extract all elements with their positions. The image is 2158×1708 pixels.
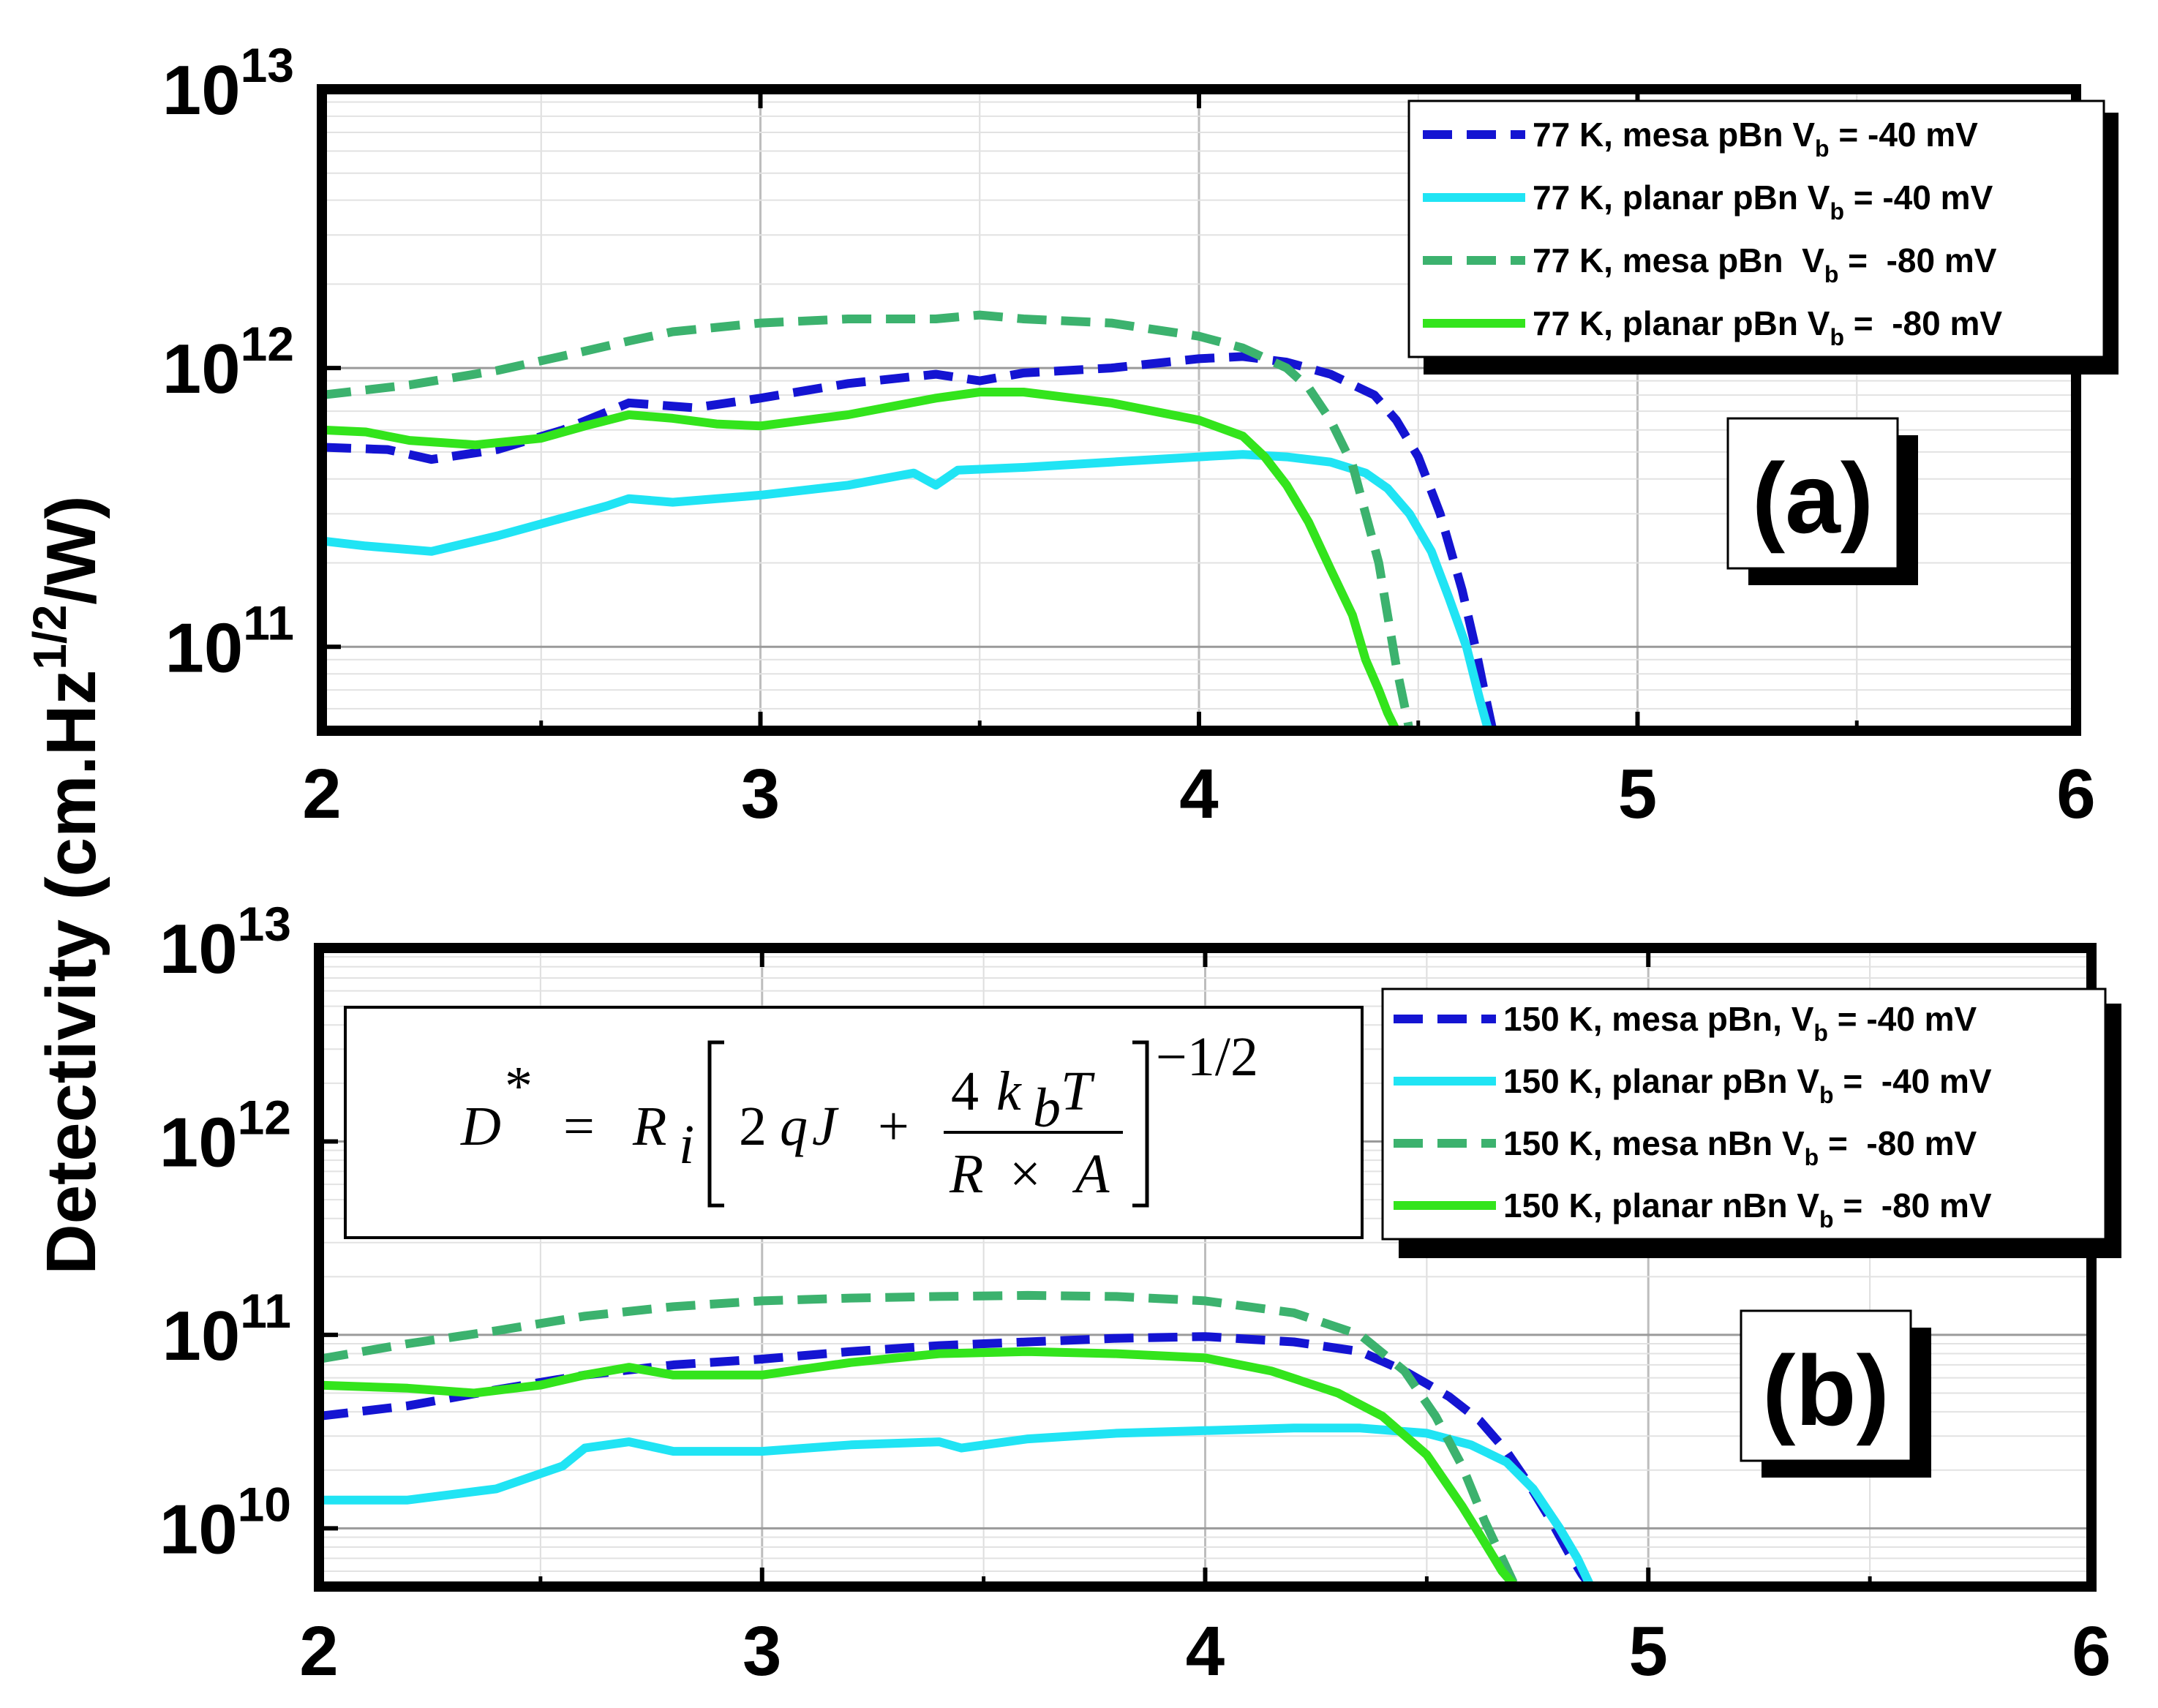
x-tick-label-a-0: 2: [302, 755, 341, 833]
legend-b-label-2: 150 K, mesa nBn Vb = -80 mV: [1503, 1124, 1977, 1170]
panel-a: 2 3 4 5 6 1013 1012 1011 77 K, mesa pBn Vb = -4…: [162, 38, 2118, 833]
y-tick-label-a-1: 1012: [162, 317, 294, 408]
equation-equals: =: [563, 1096, 595, 1157]
legend-a-item-3: 77 K, planar pBn Vb = -80 mV: [1423, 304, 2002, 350]
panel-label-a-text: (a): [1752, 443, 1873, 554]
equation-den-times: ×: [1010, 1143, 1041, 1205]
equation-den-a: A: [1072, 1143, 1110, 1205]
legend-a-item-2: 77 K, mesa pBn Vb = -80 mV: [1423, 241, 1997, 287]
legend-b-item-1: 150 K, planar pBn Vb = -40 mV: [1394, 1062, 1992, 1108]
panel-label-b-text: (b): [1762, 1335, 1890, 1446]
equation-num-t: T: [1061, 1061, 1095, 1122]
y-tick-label-a-2: 1011: [165, 595, 294, 687]
series-group-a: [321, 310, 1497, 733]
ticks-a: 2 3 4 5 6 1013 1012 1011: [162, 38, 2096, 833]
equation-exponent: −1/2: [1156, 1026, 1258, 1088]
series-group-b: [317, 1290, 1595, 1590]
x-tick-label-a-1: 3: [741, 755, 780, 833]
legend-b: 150 K, mesa pBn, Vb = -40 mV 150 K, plan…: [1381, 987, 2121, 1258]
legend-a-item-0: 77 K, mesa pBn Vb = -40 mV: [1423, 116, 1978, 162]
legend-a-label-1: 77 K, planar pBn Vb = -40 mV: [1533, 178, 1993, 225]
legend-b-item-0: 150 K, mesa pBn, Vb = -40 mV: [1394, 1000, 1977, 1046]
series-line-a-3: [321, 388, 1401, 733]
x-tick-label-b-1: 3: [742, 1612, 781, 1690]
panel-b: 2 3 4 5 6 1013 1012 1011 1010 D * = R i 2 q J + …: [159, 897, 2121, 1690]
equation-num-k: k: [996, 1061, 1022, 1122]
x-tick-label-a-2: 4: [1179, 755, 1218, 833]
x-tick-label-a-3: 5: [1618, 755, 1657, 833]
right-bracket: [1132, 1040, 1149, 1208]
equation-r: R: [632, 1096, 666, 1157]
series-line-b-1: [319, 1423, 1595, 1589]
series-line-b-2: [317, 1290, 1519, 1589]
x-tick-label-b-3: 5: [1629, 1612, 1668, 1690]
legend-b-label-3: 150 K, planar nBn Vb = -80 mV: [1503, 1186, 1992, 1233]
y-tick-label-b-2: 1011: [162, 1284, 291, 1375]
y-tick-label-b-1: 1012: [159, 1090, 291, 1181]
equation-j: J: [812, 1096, 839, 1157]
legend-a-item-1: 77 K, planar pBn Vb = -40 mV: [1423, 178, 1993, 225]
y-tick-label-b-0: 1013: [159, 897, 291, 988]
equation-star: *: [505, 1056, 533, 1117]
equation-q: q: [780, 1096, 808, 1157]
legend-a-label-0: 77 K, mesa pBn Vb = -40 mV: [1533, 116, 1978, 162]
equation-two: 2: [739, 1096, 767, 1157]
equation-d: D: [460, 1096, 501, 1157]
ticks-b: 2 3 4 5 6 1013 1012 1011 1010: [159, 897, 2111, 1690]
equation-den-r: R: [949, 1143, 983, 1205]
legend-b-label-1: 150 K, planar pBn Vb = -40 mV: [1503, 1062, 1992, 1108]
left-bracket: [707, 1040, 724, 1208]
panel-label-b: (b): [1740, 1309, 1931, 1478]
x-tick-label-b-0: 2: [299, 1612, 338, 1690]
y-axis-label: Detectivity (cm.Hz1/2/W): [23, 495, 110, 1274]
equation-num-b: b: [1033, 1077, 1061, 1139]
legend-a: 77 K, mesa pBn Vb = -40 mV 77 K, planar …: [1407, 99, 2118, 375]
equation-r-sub: i: [679, 1114, 694, 1175]
legend-b-item-2: 150 K, mesa nBn Vb = -80 mV: [1394, 1124, 1977, 1170]
equation-plus: +: [878, 1096, 909, 1157]
panel-label-a: (a): [1726, 417, 1918, 585]
y-tick-label-b-3: 1010: [159, 1477, 291, 1568]
x-tick-label-b-4: 6: [2072, 1612, 2110, 1690]
x-tick-label-a-4: 6: [2056, 755, 2095, 833]
equation-num-4: 4: [951, 1061, 979, 1122]
legend-a-label-2: 77 K, mesa pBn Vb = -80 mV: [1533, 241, 1997, 287]
legend-b-label-0: 150 K, mesa pBn, Vb = -40 mV: [1503, 1000, 1977, 1046]
series-line-a-2: [321, 310, 1414, 732]
legend-a-label-3: 77 K, planar pBn Vb = -80 mV: [1533, 304, 2002, 350]
x-tick-label-b-2: 4: [1186, 1612, 1225, 1690]
equation-box: D * = R i 2 q J + 4 k b T R × A −1/2: [344, 1006, 1364, 1239]
series-line-b-3: [318, 1347, 1519, 1590]
legend-b-item-3: 150 K, planar nBn Vb = -80 mV: [1394, 1186, 1992, 1233]
series-line-b-0: [318, 1332, 1595, 1590]
series-line-a-1: [321, 450, 1493, 732]
y-tick-label-a-0: 1013: [162, 38, 294, 129]
